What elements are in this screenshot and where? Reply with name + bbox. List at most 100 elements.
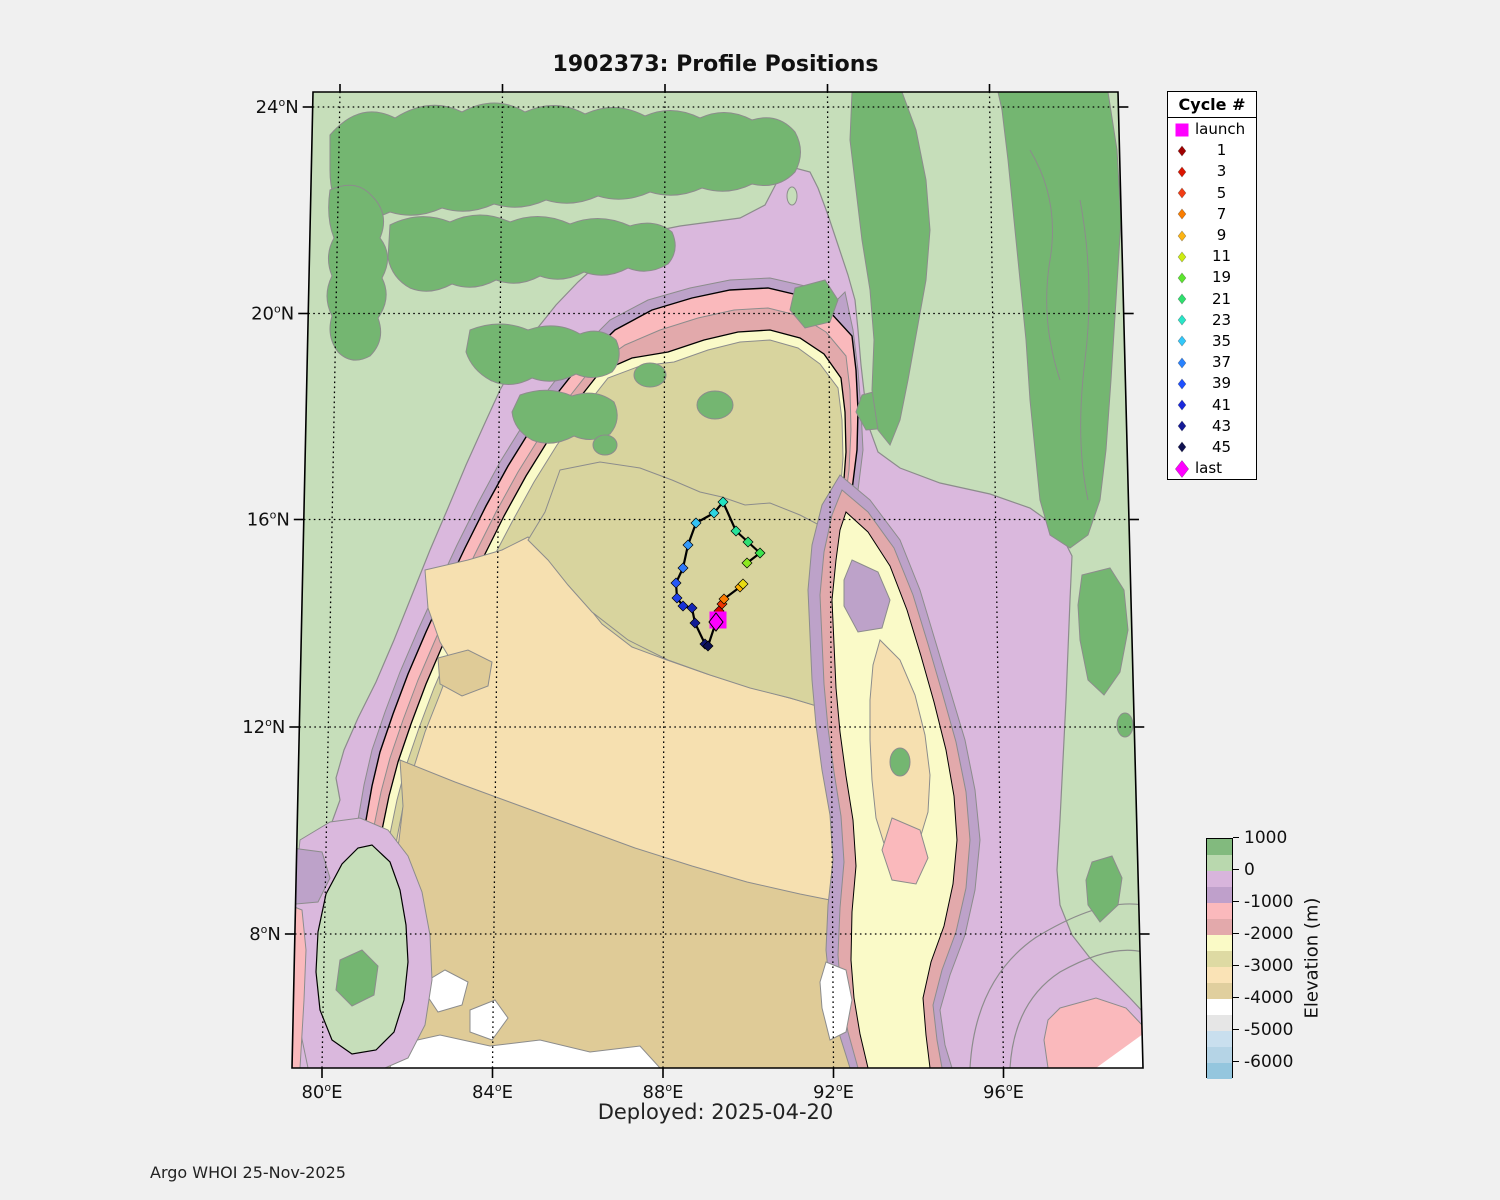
page-title: 1902373: Profile Positions [552, 52, 879, 77]
diamond-marker-icon [1168, 204, 1195, 224]
legend-label: 11 [1211, 247, 1232, 266]
cycle-marker [682, 539, 694, 551]
cycle-marker [677, 600, 689, 612]
range-contour-detail-2 [1079, 199, 1090, 501]
legend-item-launch: launch [1168, 119, 1256, 140]
square-marker-icon [1168, 120, 1195, 140]
colorbar-bar [1206, 838, 1233, 1079]
range-contour-detail-1 [1029, 149, 1061, 381]
grid-layer [294, 91, 1140, 1069]
colorbar-segment [1207, 935, 1232, 951]
highland-left-blob [326, 184, 388, 361]
colorbar-segment [1207, 887, 1232, 903]
legend-item-35: 35 [1168, 331, 1256, 352]
legend-label: 19 [1211, 268, 1232, 287]
shan-range [997, 92, 1122, 549]
legend-label: 37 [1211, 353, 1232, 372]
lon-tick-label: 92oE [813, 1081, 854, 1103]
diamond-marker-icon [1168, 374, 1195, 394]
diamond-marker-icon [1168, 353, 1195, 373]
diamond-marker-icon [1168, 162, 1195, 182]
lat-tick-label: 8oN [249, 923, 281, 945]
colorbar-tick [1233, 997, 1239, 999]
legend-label: 21 [1211, 289, 1232, 308]
trajectory-layer [670, 496, 766, 652]
cycle-marker [742, 536, 754, 548]
legend-item-5: 5 [1168, 183, 1256, 204]
cycle-marker [702, 640, 714, 652]
lon-tick-label: 88oE [642, 1081, 683, 1103]
elevation-colorbar: 1000 0 -1000 -2000 -3000 -4000 -5000 -6000 [1206, 828, 1293, 1079]
peninsula-green-2 [1085, 855, 1123, 923]
cycle-legend: Cycle # launch 1 3 5 7 9 11 19 21 23 35 37 39 41 43 45 l… [1167, 91, 1257, 480]
colorbar-segment [1207, 999, 1232, 1015]
colorbar-axis-label: Elevation (m) [1301, 897, 1323, 1019]
legend-label: 35 [1211, 331, 1232, 350]
colorbar-tick-label: 0 [1244, 860, 1255, 880]
highland-blob-2 [696, 390, 734, 420]
peninsula-green-1 [1077, 567, 1129, 696]
highland-topleft-band [329, 102, 801, 219]
legend-item-1: 1 [1168, 140, 1256, 161]
srilanka-pink-strip [292, 905, 307, 1068]
delta-islet [786, 186, 798, 206]
colorbar-segment [1207, 1031, 1232, 1047]
diamond-marker-icon [1168, 226, 1195, 246]
legend-label: 45 [1211, 437, 1232, 456]
projection-gap [1096, 1034, 1143, 1068]
colorbar-segment [1207, 871, 1232, 887]
cycle-marker [730, 525, 742, 537]
colorbar-segment [1207, 919, 1232, 935]
andaman-white-sliver [819, 961, 853, 1041]
chittagong-blob-1 [789, 279, 839, 329]
highland-cluster-a [465, 323, 620, 385]
andaman-purple-patch [843, 559, 891, 633]
cycle-marker [717, 496, 729, 508]
colorbar-segment [1207, 967, 1232, 983]
lat-tick-label: 16oN [247, 509, 290, 531]
axis-labels: 80oE 84oE 88oE 92oE 96oE 24oN 20oN 16oN 12oN 8oN [242, 96, 1024, 1103]
diamond-marker-icon [1168, 416, 1195, 436]
deployed-caption: Deployed: 2025-04-20 [597, 1100, 834, 1124]
colorbar-tick [1233, 1029, 1239, 1031]
lat-tick-label: 12oN [242, 716, 285, 738]
cycle-marker [690, 517, 702, 529]
legend-item-41: 41 [1168, 394, 1256, 415]
lat-tick-label: 20oN [251, 303, 294, 325]
cycle-marker [737, 578, 749, 590]
diamond-marker-icon [1168, 331, 1195, 351]
diamond-marker-icon [1168, 310, 1195, 330]
colorbar-tick [1233, 965, 1239, 967]
highland-blob-1 [633, 362, 667, 388]
colorbar-tick [1233, 837, 1239, 839]
lon-tick-label: 96oE [983, 1081, 1024, 1103]
cycle-marker [708, 507, 720, 519]
legend-item-11: 11 [1168, 246, 1256, 267]
colorbar-segment [1207, 1047, 1232, 1063]
diamond-marker-icon [1168, 289, 1195, 309]
lon-tick-label: 80oE [301, 1081, 342, 1103]
credit-text: Argo WHOI 25-Nov-2025 [150, 1163, 346, 1182]
legend-label: 39 [1211, 374, 1232, 393]
legend-label: 5 [1216, 183, 1227, 202]
legend-label: launch [1195, 120, 1246, 139]
colorbar-segment [1207, 983, 1232, 999]
srilanka-dpurple-patch [292, 847, 331, 905]
colorbar-tick [1233, 933, 1239, 935]
legend-rows: launch 1 3 5 7 9 11 19 21 23 35 37 39 41 43 45 last [1168, 119, 1256, 479]
colorbar-tick [1233, 901, 1239, 903]
legend-item-21: 21 [1168, 289, 1256, 310]
diamond-marker-icon [1168, 395, 1195, 415]
colorbar-tick-label: -5000 [1244, 1020, 1294, 1040]
legend-item-45: 45 [1168, 437, 1256, 458]
legend-label: 7 [1216, 204, 1227, 223]
lon-tick-label: 84oE [472, 1081, 513, 1103]
colorbar-segment [1207, 1063, 1232, 1079]
colorbar-segment [1207, 839, 1232, 855]
cycle-marker [741, 557, 753, 569]
colorbar-segment [1207, 855, 1232, 871]
cycle-marker [670, 577, 682, 589]
andaman-pink-patch [881, 817, 929, 885]
legend-item-43: 43 [1168, 416, 1256, 437]
